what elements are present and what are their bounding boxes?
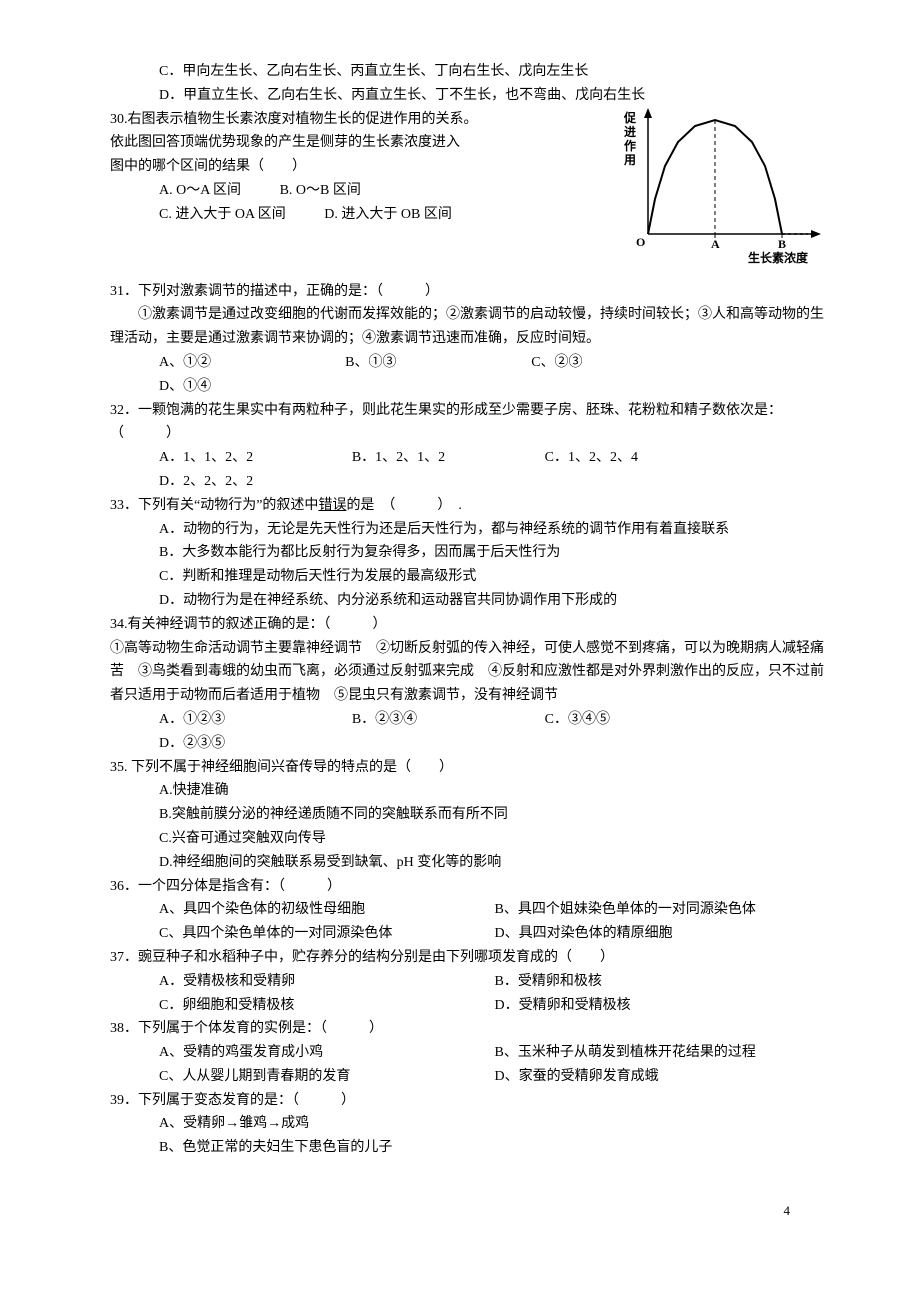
q34-option-b: B．②③④: [352, 708, 506, 732]
q37-option-d: D．受精卵和受精极核: [495, 994, 831, 1018]
svg-text:进: 进: [624, 124, 636, 139]
q31-option-d: D、①④: [159, 375, 307, 399]
q30-options-row1: A. O～A 区间 B. O～B 区间: [110, 179, 612, 203]
q37-stem: 37．豌豆种子和水稻种子中，贮存养分的结构分别是由下列哪项发育成的（ ）: [110, 946, 830, 970]
svg-text:生长素浓度: 生长素浓度: [748, 250, 809, 265]
q33-stem-post: 的是 （ ） .: [346, 498, 462, 513]
q34-stem: 34.有关神经调节的叙述正确的是：（ ）: [110, 613, 830, 637]
q37-option-c: C．卵细胞和受精极核: [159, 994, 495, 1018]
q39-option-a: A、受精卵→雏鸡→成鸡: [110, 1112, 830, 1136]
q32-options: A．1、1、2、2 B．1、2、1、2 C．1、2、2、4 D．2、2、2、2: [110, 446, 830, 494]
q35-option-c: C.兴奋可通过突触双向传导: [110, 827, 830, 851]
q38-option-d: D、家蚕的受精卵发育成蛾: [495, 1065, 831, 1089]
q36-options-row2: C、具四个染色单体的一对同源染色体 D、具四对染色体的精原细胞: [110, 922, 830, 946]
q31-stem: 31．下列对激素调节的描述中，正确的是：（ ）: [110, 280, 830, 304]
q30-option-d: D. 进入大于 OB 区间: [324, 203, 452, 227]
q33-stem-pre: 33．下列有关“动物行为”的叙述中: [110, 498, 318, 513]
q35-stem: 35. 下列不属于神经细胞间兴奋传导的特点的是（ ）: [110, 756, 830, 780]
auxin-curve-chart: O A B 促进作用生长素浓度: [620, 104, 830, 274]
q31-option-c: C、②③: [531, 351, 679, 375]
q32-option-a: A．1、1、2、2: [159, 446, 313, 470]
q31-options: A、①② B、①③ C、②③ D、①④: [110, 351, 830, 399]
q35-option-b: B.突触前膜分泌的神经递质随不同的突触联系而有所不同: [110, 803, 830, 827]
q37-option-b: B．受精卵和极核: [495, 970, 831, 994]
q35-option-a: A.快捷准确: [110, 779, 830, 803]
q39-option-b: B、色觉正常的夫妇生下患色盲的儿子: [110, 1136, 830, 1160]
q36-options-row1: A、具四个染色体的初级性母细胞 B、具四个姐妹染色单体的一对同源染色体: [110, 898, 830, 922]
q37-option-a: A．受精极核和受精卵: [159, 970, 495, 994]
q30-options-row2: C. 进入大于 OA 区间 D. 进入大于 OB 区间: [110, 203, 612, 227]
q33-option-d: D．动物行为是在神经系统、内分泌系统和运动器官共同协调作用下形成的: [110, 589, 830, 613]
q33-option-a: A．动物的行为，无论是先天性行为还是后天性行为，都与神经系统的调节作用有着直接联…: [131, 518, 830, 542]
q31-option-a: A、①②: [159, 351, 307, 375]
svg-text:A: A: [711, 237, 720, 251]
q30-option-c: C. 进入大于 OA 区间: [159, 203, 286, 227]
q38-option-c: C、人从婴儿期到青春期的发育: [159, 1065, 495, 1089]
q32-option-d: D．2、2、2、2: [159, 470, 313, 494]
q32-option-c: C．1、2、2、4: [545, 446, 699, 470]
q34-option-c: C．③④⑤: [545, 708, 699, 732]
q38-options-row2: C、人从婴儿期到青春期的发育 D、家蚕的受精卵发育成蛾: [110, 1065, 830, 1089]
q37-options-row1: A．受精极核和受精卵 B．受精卵和极核: [110, 970, 830, 994]
svg-text:促: 促: [623, 110, 637, 125]
q36-stem: 36．一个四分体是指含有：（ ）: [110, 875, 830, 899]
q33-option-c: C．判断和推理是动物后天性行为发展的最高级形式: [110, 565, 830, 589]
q33-option-b: B．大多数本能行为都比反射行为复杂得多，因而属于后天性行为: [110, 541, 830, 565]
q38-option-b: B、玉米种子从萌发到植株开花结果的过程: [495, 1041, 831, 1065]
q39-stem: 39．下列属于变态发育的是：（ ）: [110, 1089, 830, 1113]
q34-option-d: D．②③⑤: [159, 732, 313, 756]
q36-option-c: C、具四个染色单体的一对同源染色体: [159, 922, 495, 946]
q35-option-d: D.神经细胞间的突触联系易受到缺氧、pH 变化等的影响: [110, 851, 830, 875]
q37-options-row2: C．卵细胞和受精极核 D．受精卵和受精极核: [110, 994, 830, 1018]
svg-text:作: 作: [624, 138, 636, 153]
q38-options-row1: A、受精的鸡蛋发育成小鸡 B、玉米种子从萌发到植株开花结果的过程: [110, 1041, 830, 1065]
q31-statements: ①激素调节是通过改变细胞的代谢而发挥效能的；②激素调节的启动较慢，持续时间较长；…: [110, 303, 830, 351]
page-number: 4: [110, 1200, 830, 1222]
q34-statements: ①高等动物生命活动调节主要靠神经调节 ②切断反射弧的传入神经，可使人感觉不到疼痛…: [110, 637, 830, 708]
svg-text:O: O: [636, 235, 645, 249]
q34-option-a: A．①②③: [159, 708, 313, 732]
q34-options: A．①②③ B．②③④ C．③④⑤ D．②③⑤: [110, 708, 830, 756]
q30-figure: O A B 促进作用生长素浓度: [620, 104, 830, 274]
q36-option-d: D、具四对染色体的精原细胞: [495, 922, 831, 946]
q33-stem-underline: 错误: [318, 498, 346, 513]
q31-option-b: B、①③: [345, 351, 493, 375]
q30-stem-line2: 依此图回答顶端优势现象的产生是侧芽的生长素浓度进入: [110, 131, 612, 155]
q30-stem-line3: 图中的哪个区间的结果（ ）: [110, 155, 612, 179]
q38-stem: 38．下列属于个体发育的实例是：（ ）: [110, 1017, 830, 1041]
svg-text:B: B: [778, 237, 786, 251]
svg-text:用: 用: [623, 153, 636, 167]
q38-option-a: A、受精的鸡蛋发育成小鸡: [159, 1041, 495, 1065]
q33-stem: 33．下列有关“动物行为”的叙述中错误的是 （ ） .: [110, 494, 830, 518]
q30-option-a: A. O～A 区间: [159, 179, 241, 203]
q32-option-b: B．1、2、1、2: [352, 446, 506, 470]
q30-option-b: B. O～B 区间: [280, 179, 361, 203]
q29-option-c: C．甲向左生长、乙向右生长、丙直立生长、丁向右生长、戊向左生长: [110, 60, 830, 84]
q30-block: 30.右图表示植物生长素浓度对植物生长的促进作用的关系。 依此图回答顶端优势现象…: [110, 108, 830, 274]
q30-stem-line1: 30.右图表示植物生长素浓度对植物生长的促进作用的关系。: [110, 108, 612, 132]
q36-option-a: A、具四个染色体的初级性母细胞: [159, 898, 495, 922]
q36-option-b: B、具四个姐妹染色单体的一对同源染色体: [495, 898, 831, 922]
q32-stem: 32．一颗饱满的花生果实中有两粒种子，则此花生果实的形成至少需要子房、胚珠、花粉…: [110, 399, 830, 447]
